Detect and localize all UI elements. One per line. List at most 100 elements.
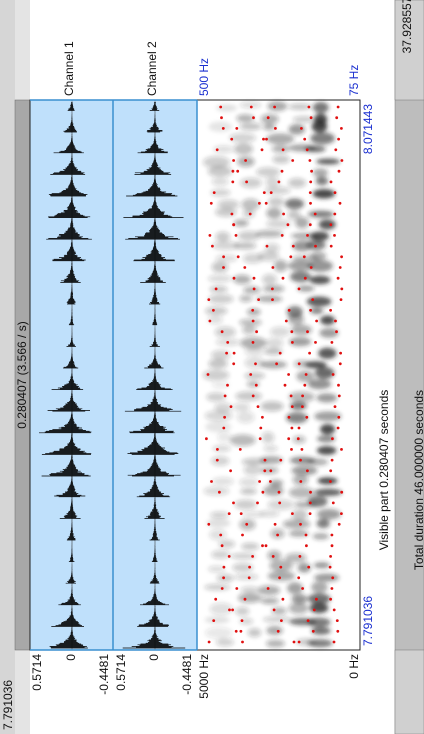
formant-dot bbox=[291, 244, 295, 248]
formant-dot bbox=[278, 576, 282, 580]
spectral-band bbox=[217, 199, 240, 210]
formant-dot bbox=[297, 287, 301, 291]
spectral-band bbox=[209, 285, 228, 293]
formant-dot bbox=[301, 587, 305, 590]
formant-dot bbox=[222, 255, 226, 259]
spectral-band bbox=[214, 326, 236, 338]
selection-start: 7.791036 bbox=[361, 596, 375, 646]
spectral-band bbox=[207, 165, 233, 177]
spectral-band bbox=[244, 347, 265, 357]
spectral-band bbox=[296, 370, 315, 382]
spectral-band bbox=[292, 240, 313, 252]
formant-dot bbox=[297, 576, 301, 580]
formant-dot bbox=[227, 554, 231, 558]
formant-dot bbox=[262, 191, 266, 194]
spectral-band bbox=[289, 456, 316, 465]
formant-dot bbox=[304, 373, 308, 376]
spectral-band bbox=[260, 360, 287, 369]
spectral-band bbox=[288, 602, 309, 614]
formant-dot bbox=[291, 159, 295, 162]
spectral-band bbox=[291, 324, 312, 336]
formant-dot bbox=[329, 308, 333, 312]
formant-dot bbox=[241, 640, 244, 644]
spectral-band bbox=[266, 625, 283, 636]
formant-dot bbox=[284, 319, 288, 323]
left-segment[interactable] bbox=[394, 649, 424, 734]
corner-end[interactable]: 37.928557 bbox=[400, 0, 414, 53]
spectral-band bbox=[204, 583, 231, 591]
spectrogram-max: 5000 Hz bbox=[197, 654, 211, 699]
formant-dot bbox=[256, 501, 259, 505]
spectral-band bbox=[311, 581, 328, 594]
spectral-band bbox=[240, 586, 260, 594]
formant-dot bbox=[240, 619, 244, 622]
formant-dot bbox=[308, 512, 312, 515]
spectral-band bbox=[270, 326, 290, 337]
formant-dot bbox=[337, 383, 340, 387]
formant-dot bbox=[214, 597, 218, 601]
spectral-band bbox=[265, 337, 284, 348]
spectral-band bbox=[239, 101, 262, 109]
spectral-band bbox=[288, 178, 306, 188]
spectral-band bbox=[206, 518, 231, 528]
formant-dot bbox=[339, 298, 343, 301]
formant-dot bbox=[290, 447, 293, 451]
formant-dot bbox=[239, 629, 243, 633]
formant-dot bbox=[308, 351, 312, 355]
spectral-band bbox=[216, 104, 238, 112]
spectral-band bbox=[262, 123, 276, 131]
channel-name: Channel 1 bbox=[62, 41, 76, 96]
spectral-band bbox=[267, 101, 288, 112]
spectral-band bbox=[243, 286, 261, 294]
formant-dot bbox=[207, 298, 211, 301]
formant-dot bbox=[241, 533, 244, 537]
spectral-band bbox=[288, 124, 306, 135]
right-segment[interactable] bbox=[394, 0, 424, 101]
spectral-band bbox=[244, 372, 266, 380]
spectral-band bbox=[288, 144, 317, 152]
spectral-band bbox=[211, 456, 230, 466]
formant-dot bbox=[228, 608, 231, 612]
spectral-band bbox=[318, 347, 337, 359]
spectral-band bbox=[263, 347, 283, 356]
formant-dot bbox=[303, 383, 307, 387]
formant-dot bbox=[287, 415, 291, 419]
spectral-band bbox=[212, 381, 230, 389]
formant-dot bbox=[269, 191, 273, 194]
top-strip bbox=[0, 0, 15, 734]
spectral-band bbox=[312, 533, 329, 540]
spectral-band bbox=[285, 198, 305, 210]
spectral-band bbox=[314, 113, 328, 125]
spectral-band bbox=[310, 132, 335, 145]
formant-dot bbox=[282, 212, 286, 216]
formant-dot bbox=[332, 608, 336, 612]
formant-dot bbox=[226, 383, 229, 387]
formant-dot bbox=[290, 426, 294, 430]
formant-dot bbox=[216, 447, 219, 451]
spectral-band bbox=[216, 574, 234, 583]
formant-dot bbox=[261, 490, 265, 494]
formant-dot bbox=[220, 330, 224, 334]
formant-dot bbox=[300, 127, 303, 130]
signal-drawing bbox=[39, 100, 344, 650]
channel-name: Channel 2 bbox=[145, 41, 159, 96]
formant-dot bbox=[290, 405, 294, 408]
spectral-band bbox=[287, 582, 303, 595]
formant-dot bbox=[222, 576, 226, 580]
spectral-band bbox=[291, 254, 319, 263]
total-duration[interactable]: Total duration 46.000000 seconds bbox=[412, 390, 424, 570]
formant-dot bbox=[210, 480, 213, 483]
channel-zero: 0 bbox=[64, 654, 78, 661]
spectral-band bbox=[261, 431, 275, 444]
formant-dot bbox=[239, 512, 243, 515]
spectral-band bbox=[268, 197, 285, 207]
formant-dot bbox=[300, 447, 304, 451]
total-bar[interactable] bbox=[394, 0, 424, 734]
formant-dot bbox=[335, 330, 338, 334]
formant-dot bbox=[328, 565, 332, 569]
formant-dot bbox=[334, 319, 337, 323]
spectral-band bbox=[239, 318, 262, 327]
formant-dot bbox=[263, 458, 267, 462]
selection-end: 8.071443 bbox=[361, 104, 375, 154]
